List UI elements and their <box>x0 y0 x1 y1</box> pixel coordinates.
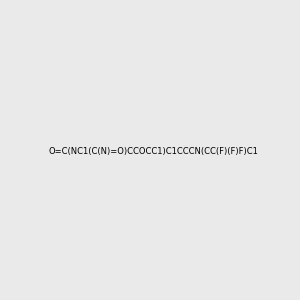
Text: O=C(NC1(C(N)=O)CCOCC1)C1CCCN(CC(F)(F)F)C1: O=C(NC1(C(N)=O)CCOCC1)C1CCCN(CC(F)(F)F)C… <box>49 147 259 156</box>
